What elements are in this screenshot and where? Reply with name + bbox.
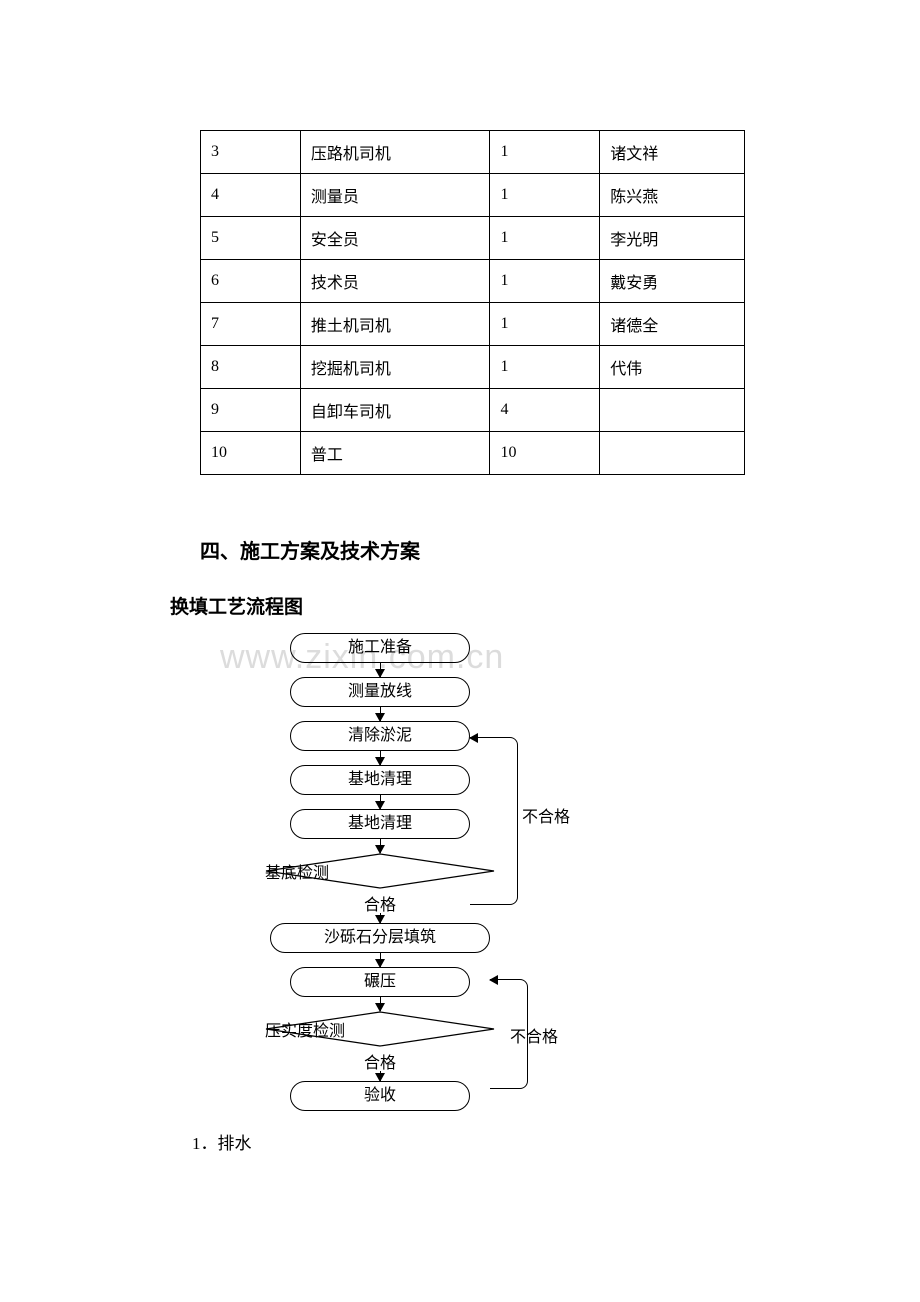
flow-node-fill: 沙砾石分层填筑 xyxy=(270,923,490,953)
flow-node-prep: 施工准备 xyxy=(290,633,470,663)
cell-role: 安全员 xyxy=(300,217,490,260)
table-row: 10 普工 10 xyxy=(201,432,745,475)
cell-name: 陈兴燕 xyxy=(600,174,745,217)
cell-name: 李光明 xyxy=(600,217,745,260)
flowchart-title: 换填工艺流程图 xyxy=(170,592,750,619)
page-content: 3 压路机司机 1 诸文祥 4 测量员 1 陈兴燕 5 安全员 1 李光明 6 … xyxy=(0,0,920,1214)
cell-role: 挖掘机司机 xyxy=(300,346,490,389)
table-row: 6 技术员 1 戴安勇 xyxy=(201,260,745,303)
section-heading: 四、施工方案及技术方案 xyxy=(200,535,750,564)
cell-count: 1 xyxy=(490,346,600,389)
cell-name: 诸德全 xyxy=(600,303,745,346)
flowchart: 施工准备 测量放线 清除淤泥 基地清理 基地清理 基底检测 合格 沙砾石分层填筑… xyxy=(210,633,550,1111)
flow-node-base-clean-2: 基地清理 xyxy=(290,809,470,839)
cell-no: 7 xyxy=(201,303,301,346)
cell-name xyxy=(600,432,745,475)
cell-no: 5 xyxy=(201,217,301,260)
flow-node-compact: 碾压 xyxy=(290,967,470,997)
cell-count: 1 xyxy=(490,260,600,303)
cell-no: 3 xyxy=(201,131,301,174)
flow-decision-label: 压实度检测 xyxy=(265,1017,495,1041)
cell-role: 推土机司机 xyxy=(300,303,490,346)
cell-name: 戴安勇 xyxy=(600,260,745,303)
cell-name xyxy=(600,389,745,432)
cell-role: 测量员 xyxy=(300,174,490,217)
cell-role: 普工 xyxy=(300,432,490,475)
flow-node-accept: 验收 xyxy=(290,1081,470,1111)
cell-no: 9 xyxy=(201,389,301,432)
personnel-table: 3 压路机司机 1 诸文祥 4 测量员 1 陈兴燕 5 安全员 1 李光明 6 … xyxy=(200,130,745,475)
cell-count: 10 xyxy=(490,432,600,475)
cell-count: 1 xyxy=(490,174,600,217)
flow-decision-label: 基底检测 xyxy=(265,859,495,883)
flow-decision-compact: 压实度检测 xyxy=(265,1011,495,1047)
cell-count: 1 xyxy=(490,303,600,346)
flow-loop-fail-1 xyxy=(470,737,518,905)
table-row: 8 挖掘机司机 1 代伟 xyxy=(201,346,745,389)
cell-count: 1 xyxy=(490,217,600,260)
cell-count: 4 xyxy=(490,389,600,432)
table-row: 9 自卸车司机 4 xyxy=(201,389,745,432)
table-row: 3 压路机司机 1 诸文祥 xyxy=(201,131,745,174)
flow-node-survey: 测量放线 xyxy=(290,677,470,707)
flow-node-base-clean-1: 基地清理 xyxy=(290,765,470,795)
body-item-1: 1．排水 xyxy=(192,1129,750,1154)
table-row: 7 推土机司机 1 诸德全 xyxy=(201,303,745,346)
cell-no: 10 xyxy=(201,432,301,475)
cell-count: 1 xyxy=(490,131,600,174)
flow-label-fail: 不合格 xyxy=(522,803,570,827)
table-row: 5 安全员 1 李光明 xyxy=(201,217,745,260)
cell-role: 压路机司机 xyxy=(300,131,490,174)
cell-no: 8 xyxy=(201,346,301,389)
flow-node-clear-mud: 清除淤泥 xyxy=(290,721,470,751)
cell-name: 代伟 xyxy=(600,346,745,389)
cell-role: 自卸车司机 xyxy=(300,389,490,432)
cell-no: 6 xyxy=(201,260,301,303)
flow-label-fail: 不合格 xyxy=(510,1023,558,1047)
cell-role: 技术员 xyxy=(300,260,490,303)
cell-no: 4 xyxy=(201,174,301,217)
table-row: 4 测量员 1 陈兴燕 xyxy=(201,174,745,217)
cell-name: 诸文祥 xyxy=(600,131,745,174)
flow-decision-base: 基底检测 xyxy=(265,853,495,889)
